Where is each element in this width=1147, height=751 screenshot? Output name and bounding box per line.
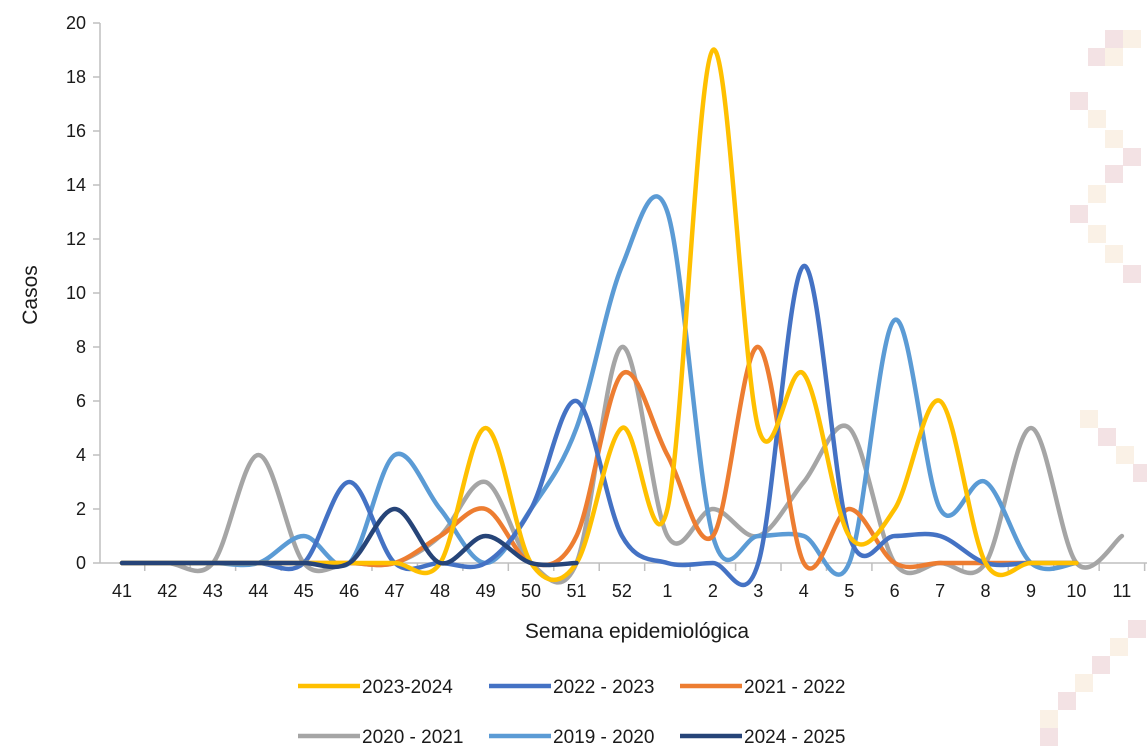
x-tick-label: 9 xyxy=(1026,581,1036,601)
series-lines xyxy=(119,47,1125,588)
y-tick-label: 16 xyxy=(66,121,86,141)
y-tick-label: 14 xyxy=(66,175,86,195)
series-line-2022-2023 xyxy=(119,263,1079,588)
legend-label: 2019 - 2020 xyxy=(553,727,654,748)
x-tick-label: 42 xyxy=(157,581,177,601)
x-tick-label: 51 xyxy=(566,581,586,601)
y-tick-label: 6 xyxy=(76,391,86,411)
x-ticks: 41 42 43 44 45 46 47 48 49 50 51 52 1 2 3 4 5 6 7 8 9 10 11 xyxy=(112,563,1146,601)
x-tick-label: 52 xyxy=(612,581,632,601)
y-tick-label: 18 xyxy=(66,67,86,87)
y-tick-label: 10 xyxy=(66,283,86,303)
y-tick-label: 8 xyxy=(76,337,86,357)
x-tick-label: 49 xyxy=(476,581,496,601)
legend: 2023-2024 2022 - 2023 2021 - 2022 2020 - 20… xyxy=(298,677,845,748)
series-line-2019-2020 xyxy=(119,194,1079,577)
y-tick-label: 4 xyxy=(76,445,86,465)
y-tick-label: 0 xyxy=(76,553,86,573)
x-tick-label: 10 xyxy=(1066,581,1086,601)
patterned-border-decoration-icon xyxy=(1040,30,1147,746)
legend-label: 2020 - 2021 xyxy=(362,727,463,748)
x-tick-label: 3 xyxy=(753,581,763,601)
x-tick-label: 48 xyxy=(430,581,450,601)
x-axis-title: Semana epidemiológica xyxy=(525,620,749,643)
series-line-2023-2024 xyxy=(119,47,1079,582)
legend-label: 2021 - 2022 xyxy=(744,677,845,698)
x-tick-label: 47 xyxy=(385,581,405,601)
y-ticks: 0 2 4 6 8 10 12 14 16 18 20 xyxy=(66,13,100,573)
x-tick-label: 8 xyxy=(981,581,991,601)
x-tick-label: 4 xyxy=(799,581,809,601)
x-tick-label: 46 xyxy=(339,581,359,601)
y-tick-label: 2 xyxy=(76,499,86,519)
x-tick-label: 45 xyxy=(294,581,314,601)
x-tick-label: 50 xyxy=(521,581,541,601)
x-tick-label: 7 xyxy=(935,581,945,601)
x-tick-label: 1 xyxy=(662,581,672,601)
x-tick-label: 11 xyxy=(1113,581,1132,601)
series-line-2024-2025 xyxy=(119,506,579,570)
y-axis-title: Casos xyxy=(19,265,42,325)
legend-label: 2024 - 2025 xyxy=(744,727,845,748)
x-tick-label: 5 xyxy=(844,581,854,601)
x-tick-label: 41 xyxy=(112,581,132,601)
series-line-2020-2021 xyxy=(119,344,1125,585)
y-tick-label: 12 xyxy=(66,229,86,249)
x-tick-label: 44 xyxy=(248,581,268,601)
x-tick-label: 6 xyxy=(890,581,900,601)
legend-label: 2023-2024 xyxy=(362,677,453,698)
x-tick-label: 2 xyxy=(708,581,718,601)
x-tick-label: 43 xyxy=(203,581,223,601)
legend-label: 2022 - 2023 xyxy=(553,677,654,698)
y-tick-label: 20 xyxy=(66,13,86,33)
